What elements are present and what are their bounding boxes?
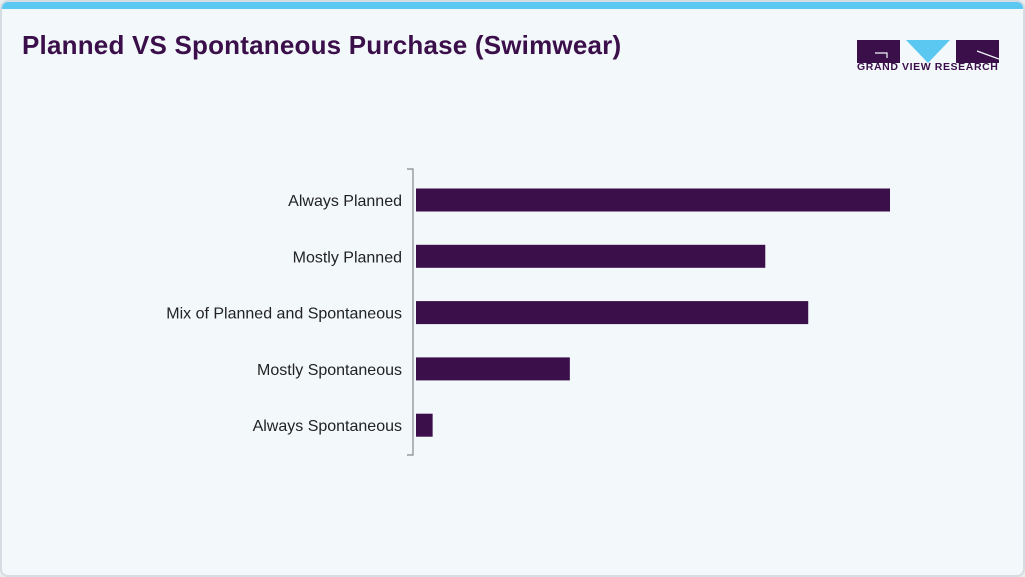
logo-text: GRAND VIEW RESEARCH	[857, 61, 999, 73]
grand-view-research-logo	[857, 40, 999, 63]
bar	[416, 301, 809, 325]
bar	[416, 413, 433, 437]
category-label: Always Planned	[288, 193, 402, 210]
bar	[416, 188, 890, 212]
category-label: Mostly Spontaneous	[257, 362, 402, 379]
y-axis	[407, 168, 414, 456]
category-label: Mostly Planned	[293, 249, 402, 266]
category-label: Always Spontaneous	[253, 418, 402, 435]
page-title: Planned VS Spontaneous Purchase (Swimwea…	[22, 30, 622, 60]
accent-bar	[2, 2, 1023, 9]
category-label: Mix of Planned and Spontaneous	[166, 306, 402, 323]
bar	[416, 357, 570, 381]
bar	[416, 244, 766, 268]
